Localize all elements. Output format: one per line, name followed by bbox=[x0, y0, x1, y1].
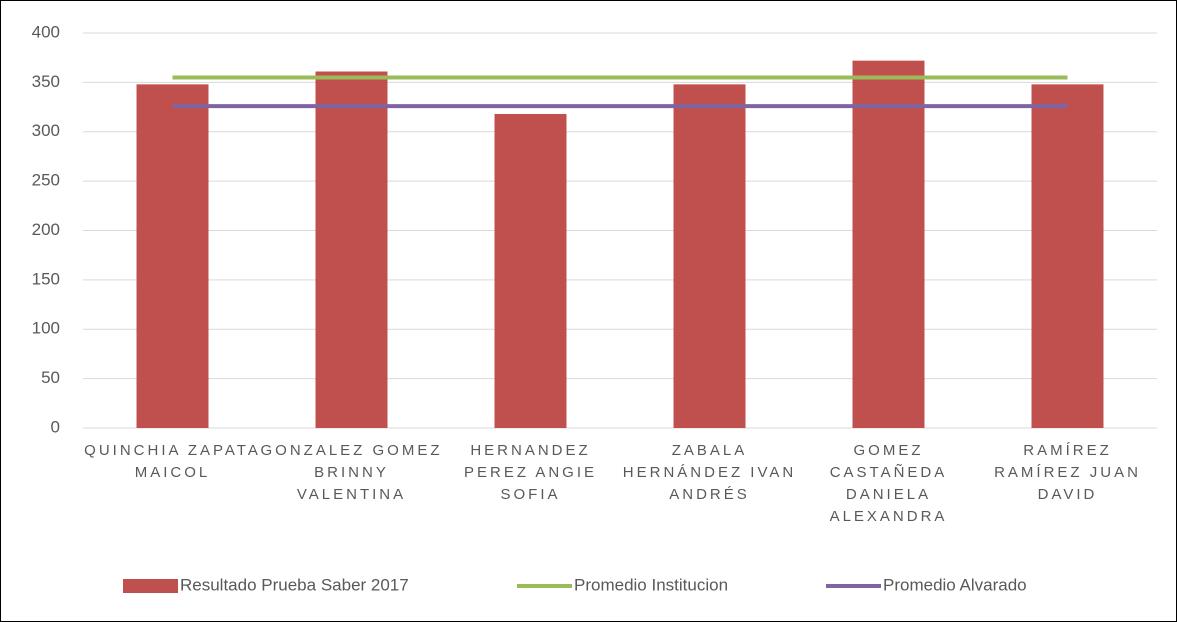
bar bbox=[136, 84, 209, 428]
bar bbox=[1031, 84, 1104, 428]
y-tick-label: 300 bbox=[32, 121, 60, 140]
legend-label: Promedio Institucion bbox=[574, 575, 728, 594]
x-tick-label: HERNANDEZ PEREZ ANGIE SOFIA bbox=[463, 442, 598, 503]
bar bbox=[852, 60, 925, 429]
x-tick-label-box: ZABALA HERNÁNDEZ IVAN ANDRÉS bbox=[622, 442, 797, 503]
y-tick-label: 350 bbox=[32, 72, 60, 91]
bar bbox=[315, 71, 388, 428]
y-tick-label: 0 bbox=[51, 417, 60, 436]
x-tick-label-box: HERNANDEZ PEREZ ANGIE SOFIA bbox=[463, 442, 598, 503]
y-tick-label: 50 bbox=[41, 368, 60, 387]
x-tick-label: GONZALEZ GOMEZ BRINNY VALENTINA bbox=[260, 442, 443, 503]
x-tick-label-box: QUINCHIA ZAPATA MAICOL bbox=[84, 442, 261, 481]
legend-label: Resultado Prueba Saber 2017 bbox=[180, 575, 409, 594]
y-tick-label: 250 bbox=[32, 171, 60, 190]
bar bbox=[673, 84, 746, 428]
x-tick-label-box: GOMEZ CASTAÑEDA DANIELA ALEXANDRA bbox=[829, 442, 948, 525]
y-tick-label: 150 bbox=[32, 269, 60, 288]
legend-label: Promedio Alvarado bbox=[883, 575, 1027, 594]
x-tick-label-box: GONZALEZ GOMEZ BRINNY VALENTINA bbox=[260, 442, 443, 503]
y-tick-label: 100 bbox=[32, 319, 60, 338]
x-tick-label: QUINCHIA ZAPATA MAICOL bbox=[84, 442, 261, 481]
x-tick-label: RAMÍREZ RAMÍREZ JUAN DAVID bbox=[994, 442, 1141, 503]
bar bbox=[494, 113, 567, 428]
x-tick-label-box: RAMÍREZ RAMÍREZ JUAN DAVID bbox=[994, 442, 1141, 503]
y-tick-label: 200 bbox=[32, 220, 60, 239]
legend-swatch bbox=[123, 579, 178, 593]
x-tick-label: GOMEZ CASTAÑEDA DANIELA ALEXANDRA bbox=[829, 442, 948, 525]
x-tick-label: ZABALA HERNÁNDEZ IVAN ANDRÉS bbox=[622, 442, 797, 503]
y-tick-label: 400 bbox=[32, 22, 60, 41]
